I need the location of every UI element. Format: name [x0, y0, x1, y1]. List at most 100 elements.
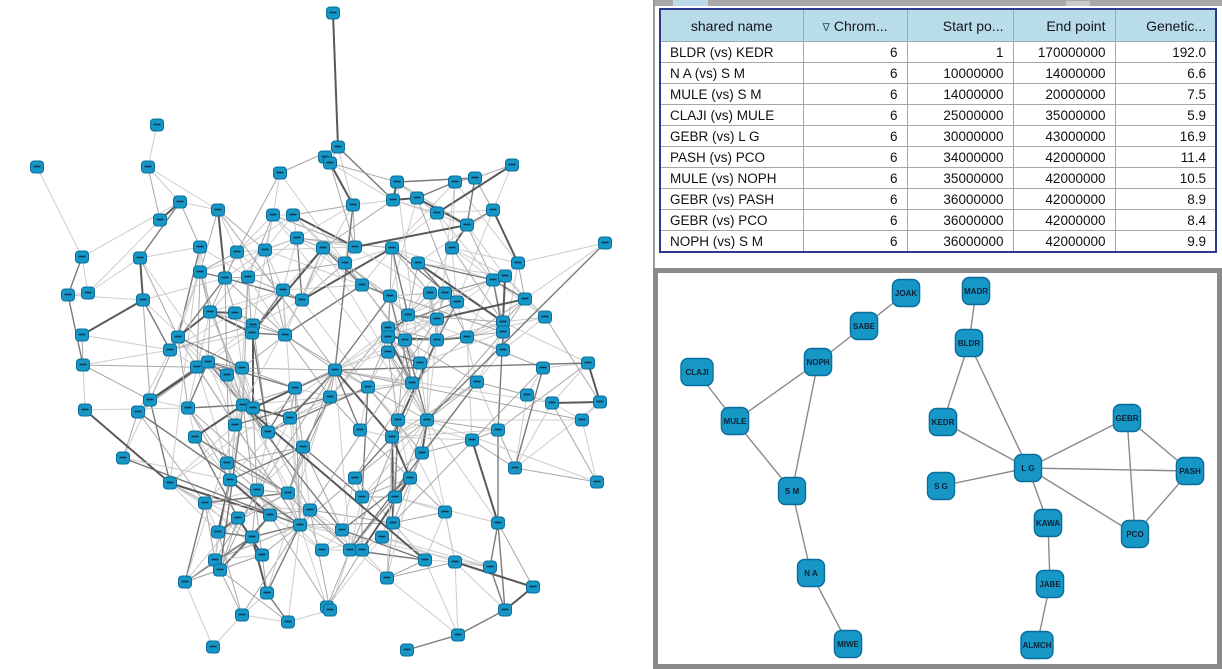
- graph-node[interactable]: [468, 171, 482, 185]
- node-l-g[interactable]: L G: [1013, 453, 1043, 483]
- graph-node[interactable]: [375, 530, 389, 544]
- graph-node[interactable]: [355, 543, 369, 557]
- graph-node[interactable]: [288, 381, 302, 395]
- graph-node[interactable]: [335, 523, 349, 537]
- graph-node[interactable]: [593, 395, 607, 409]
- scrollbar-thumb[interactable]: [673, 0, 708, 6]
- column-header[interactable]: End point: [1012, 8, 1116, 42]
- graph-node[interactable]: [505, 158, 519, 172]
- graph-node[interactable]: [143, 393, 157, 407]
- graph-node[interactable]: [81, 286, 95, 300]
- graph-node[interactable]: [75, 250, 89, 264]
- graph-node[interactable]: [598, 236, 612, 250]
- table-row[interactable]: GEBR (vs) PASH 6 36000000 42000000 8.9: [659, 188, 1217, 210]
- graph-node[interactable]: [438, 505, 452, 519]
- graph-node[interactable]: [355, 490, 369, 504]
- graph-node[interactable]: [203, 305, 217, 319]
- table-row[interactable]: N A (vs) S M 6 10000000 14000000 6.6: [659, 62, 1217, 84]
- graph-node[interactable]: [223, 473, 237, 487]
- graph-node[interactable]: [61, 288, 75, 302]
- graph-node[interactable]: [30, 160, 44, 174]
- graph-node[interactable]: [448, 175, 462, 189]
- graph-node[interactable]: [323, 390, 337, 404]
- graph-node[interactable]: [228, 306, 242, 320]
- graph-node[interactable]: [575, 413, 589, 427]
- graph-node[interactable]: [343, 543, 357, 557]
- graph-node[interactable]: [380, 571, 394, 585]
- node-gebr[interactable]: GEBR: [1112, 403, 1142, 433]
- graph-node[interactable]: [391, 413, 405, 427]
- graph-node[interactable]: [483, 560, 497, 574]
- graph-node[interactable]: [263, 508, 277, 522]
- column-header[interactable]: ∇ Chrom...: [802, 8, 908, 42]
- graph-node[interactable]: [245, 530, 259, 544]
- graph-node[interactable]: [381, 345, 395, 359]
- graph-node[interactable]: [303, 503, 317, 517]
- graph-node[interactable]: [450, 295, 464, 309]
- graph-node[interactable]: [173, 195, 187, 209]
- node-noph[interactable]: NOPH: [803, 347, 833, 377]
- graph-node[interactable]: [235, 361, 249, 375]
- graph-node[interactable]: [276, 283, 290, 297]
- graph-node[interactable]: [470, 375, 484, 389]
- graph-node[interactable]: [131, 405, 145, 419]
- graph-node[interactable]: [538, 310, 552, 324]
- graph-node[interactable]: [498, 603, 512, 617]
- graph-node[interactable]: [181, 401, 195, 415]
- graph-node[interactable]: [218, 271, 232, 285]
- column-header[interactable]: Start po...: [906, 8, 1014, 42]
- graph-node[interactable]: [348, 240, 362, 254]
- scrollbar-thumb[interactable]: [1066, 1, 1090, 6]
- graph-node[interactable]: [496, 343, 510, 357]
- graph-node[interactable]: [383, 289, 397, 303]
- graph-node[interactable]: [206, 640, 220, 654]
- graph-node[interactable]: [353, 423, 367, 437]
- graph-node[interactable]: [398, 333, 412, 347]
- graph-node[interactable]: [133, 251, 147, 265]
- graph-node[interactable]: [346, 198, 360, 212]
- graph-node[interactable]: [316, 241, 330, 255]
- graph-node[interactable]: [171, 330, 185, 344]
- node-kedr[interactable]: KEDR: [928, 407, 958, 437]
- graph-node[interactable]: [448, 555, 462, 569]
- graph-node[interactable]: [403, 471, 417, 485]
- graph-node[interactable]: [520, 388, 534, 402]
- graph-node[interactable]: [241, 270, 255, 284]
- graph-node[interactable]: [405, 376, 419, 390]
- graph-node[interactable]: [390, 175, 404, 189]
- graph-node[interactable]: [381, 330, 395, 344]
- node-pash[interactable]: PASH: [1175, 456, 1205, 486]
- graph-node[interactable]: [150, 118, 164, 132]
- graph-node[interactable]: [76, 358, 90, 372]
- node-sabe[interactable]: SABE: [849, 311, 879, 341]
- graph-node[interactable]: [266, 208, 280, 222]
- graph-node[interactable]: [260, 586, 274, 600]
- graph-node[interactable]: [136, 293, 150, 307]
- graph-node[interactable]: [460, 330, 474, 344]
- graph-node[interactable]: [385, 430, 399, 444]
- graph-node[interactable]: [315, 543, 329, 557]
- node-almch[interactable]: ALMCH: [1020, 630, 1054, 660]
- graph-node[interactable]: [415, 446, 429, 460]
- node-kawa[interactable]: KAWA: [1033, 508, 1063, 538]
- node-bldr[interactable]: BLDR: [954, 328, 984, 358]
- graph-node[interactable]: [386, 193, 400, 207]
- graph-node[interactable]: [496, 325, 510, 339]
- graph-node[interactable]: [411, 256, 425, 270]
- graph-node[interactable]: [231, 511, 245, 525]
- graph-node[interactable]: [178, 575, 192, 589]
- graph-node[interactable]: [281, 615, 295, 629]
- graph-node[interactable]: [401, 308, 415, 322]
- graph-node[interactable]: [163, 343, 177, 357]
- graph-node[interactable]: [193, 265, 207, 279]
- table-row[interactable]: PASH (vs) PCO 6 34000000 42000000 11.4: [659, 146, 1217, 168]
- graph-node[interactable]: [361, 380, 375, 394]
- graph-node[interactable]: [295, 293, 309, 307]
- graph-node[interactable]: [75, 328, 89, 342]
- graph-node[interactable]: [491, 423, 505, 437]
- graph-node[interactable]: [220, 368, 234, 382]
- graph-node[interactable]: [213, 563, 227, 577]
- node-claji[interactable]: CLAJI: [680, 357, 714, 387]
- table-row[interactable]: MULE (vs) NOPH 6 35000000 42000000 10.5: [659, 167, 1217, 189]
- graph-node[interactable]: [273, 166, 287, 180]
